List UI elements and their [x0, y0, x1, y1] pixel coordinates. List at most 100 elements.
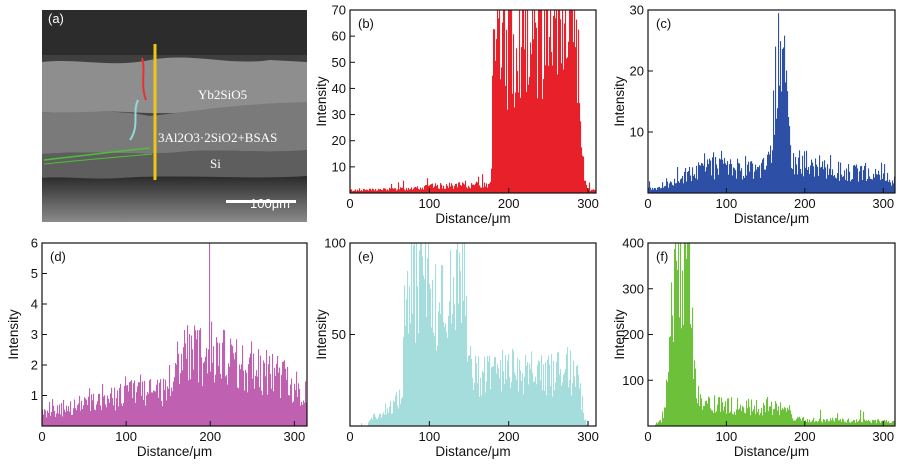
bar — [100, 406, 101, 427]
bar — [486, 183, 487, 193]
bar — [734, 168, 735, 193]
bar — [742, 406, 743, 426]
bar — [269, 356, 270, 426]
bar — [720, 159, 721, 193]
bar — [240, 369, 241, 426]
bar — [167, 386, 168, 426]
bar — [531, 351, 532, 426]
bar — [192, 349, 193, 426]
bar — [380, 414, 381, 426]
y-tick-label: 40 — [332, 81, 346, 96]
bar — [847, 420, 848, 426]
bar — [573, 42, 574, 193]
bar — [229, 367, 230, 426]
bar — [51, 412, 52, 426]
bar — [738, 163, 739, 193]
y-tick-label: 400 — [622, 236, 644, 251]
bar — [446, 184, 447, 193]
bar — [686, 182, 687, 194]
bar — [398, 408, 399, 426]
bar — [272, 354, 273, 426]
bar — [758, 409, 759, 426]
bar — [822, 161, 823, 193]
bar — [582, 396, 583, 426]
bar — [820, 168, 821, 193]
x-tick-label: 100 — [419, 196, 441, 211]
bar — [114, 388, 115, 427]
bar — [140, 375, 141, 426]
bar — [844, 422, 845, 426]
bar — [186, 359, 187, 426]
bar — [442, 189, 443, 194]
bar — [449, 183, 450, 193]
x-tick-label: 200 — [794, 429, 816, 444]
bar — [711, 175, 712, 193]
bar — [177, 342, 178, 426]
bar — [424, 186, 425, 193]
bar — [566, 59, 567, 194]
x-tick-label: 0 — [346, 196, 353, 211]
bar — [460, 185, 461, 193]
bar — [830, 155, 831, 193]
bar — [441, 185, 442, 193]
bar — [74, 400, 75, 426]
bar — [568, 387, 569, 426]
bar — [468, 356, 469, 426]
bar — [809, 174, 810, 193]
bar — [395, 188, 396, 193]
bar — [521, 47, 522, 193]
bar — [511, 10, 512, 193]
x-tick-label: 0 — [346, 429, 353, 444]
bar — [95, 410, 96, 426]
bar — [118, 406, 119, 426]
bar — [751, 400, 752, 427]
bar — [771, 163, 772, 193]
bar — [572, 383, 573, 426]
bar — [116, 398, 117, 426]
bar — [468, 186, 469, 193]
label-si: Si — [210, 156, 221, 171]
bar — [487, 356, 488, 426]
bar — [880, 180, 881, 193]
bar — [682, 271, 683, 426]
bar — [768, 411, 769, 426]
bar — [723, 411, 724, 427]
bar — [709, 398, 710, 426]
bar — [787, 408, 788, 426]
bar — [785, 408, 786, 426]
bar — [386, 414, 387, 426]
bar — [844, 170, 845, 193]
bar — [815, 158, 816, 193]
bar — [773, 409, 774, 426]
bar — [707, 159, 708, 193]
bar — [662, 182, 663, 193]
bar — [832, 418, 833, 426]
bar — [682, 176, 683, 193]
bar — [879, 175, 880, 193]
bar — [719, 397, 720, 426]
bar — [806, 151, 807, 193]
bar — [556, 362, 557, 426]
bar — [228, 363, 229, 426]
bar — [688, 171, 689, 193]
bar — [527, 10, 528, 193]
bar — [768, 152, 769, 193]
bar — [445, 189, 446, 193]
bar — [466, 296, 467, 426]
bar — [482, 174, 483, 193]
y-axis-label: Intensity — [314, 309, 329, 360]
bar — [403, 337, 404, 426]
bar — [415, 187, 416, 193]
bar — [108, 399, 109, 426]
bar — [764, 405, 765, 426]
bar — [187, 325, 188, 426]
bar — [575, 47, 576, 193]
bar — [161, 401, 162, 426]
bar — [759, 165, 760, 193]
bar — [73, 408, 74, 426]
bar — [706, 401, 707, 426]
bar — [815, 421, 816, 426]
bar — [520, 371, 521, 426]
bar — [486, 381, 487, 426]
bar — [859, 419, 860, 426]
